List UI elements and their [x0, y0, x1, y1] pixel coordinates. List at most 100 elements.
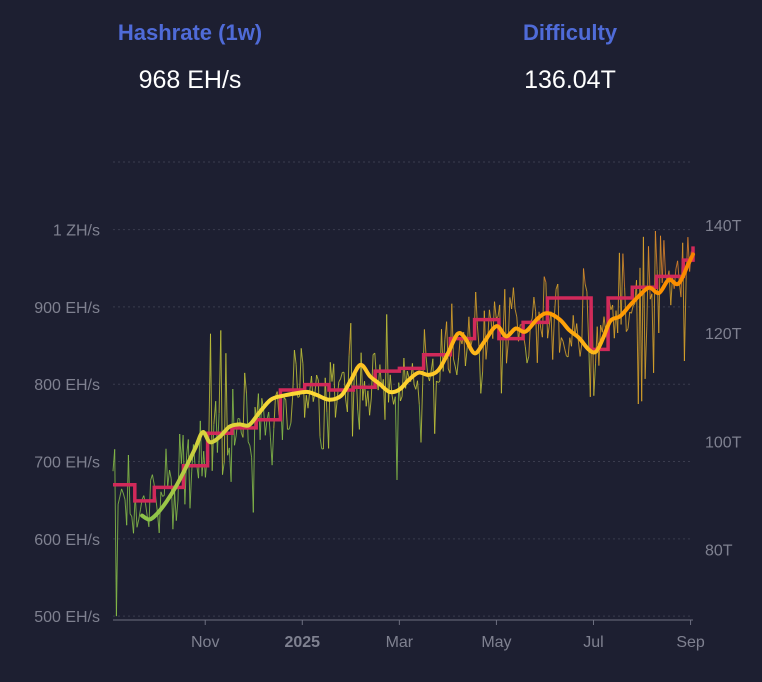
x-tick-label: Jul [583, 634, 603, 651]
x-axis: Nov 2025 Mar May Jul Sep [113, 619, 705, 651]
daily-hashrate-segment [283, 397, 287, 400]
daily-hashrate-segment [290, 397, 294, 423]
daily-hashrate-segment [637, 267, 641, 405]
y-left-tick-label: 600 EH/s [34, 532, 100, 549]
daily-hashrate-segment [648, 246, 651, 300]
daily-hashrate-segment [584, 284, 588, 292]
difficulty-stat: Difficulty 136.04T [440, 18, 700, 95]
hashrate-1w-series [140, 252, 695, 522]
left-axis: 500 EH/s 600 EH/s 700 EH/s 800 EH/s 900 EH/s… [34, 223, 100, 627]
daily-hashrate-segment [155, 498, 158, 513]
daily-hashrate-segment [328, 362, 331, 449]
daily-hashrate-segment [223, 353, 227, 463]
y-left-tick-label: 500 EH/s [34, 609, 100, 626]
daily-hashrate-segment [630, 305, 634, 314]
daily-hashrate-segment [451, 303, 454, 360]
daily-hashrate-segment [627, 312, 631, 329]
daily-hashrate-series [112, 230, 694, 617]
daily-hashrate-segment [136, 519, 140, 528]
daily-hashrate-segment [494, 301, 497, 318]
daily-hashrate-segment [160, 491, 164, 497]
daily-hashrate-segment [401, 357, 405, 397]
daily-hashrate-segment [612, 304, 615, 339]
hashrate-stat: Hashrate (1w) 968 EH/s [60, 18, 320, 95]
daily-hashrate-segment [249, 445, 253, 458]
daily-hashrate-segment [115, 504, 119, 617]
daily-hashrate-segment [343, 372, 347, 400]
daily-hashrate-segment [201, 451, 205, 477]
daily-hashrate-segment [641, 236, 644, 402]
right-axis: 80T 100T 120T 140T [705, 218, 742, 560]
daily-hashrate-segment [334, 400, 338, 418]
x-tick-label: Sep [676, 634, 705, 651]
x-tick-label: 2025 [284, 634, 320, 651]
x-tick-label: Mar [386, 634, 414, 651]
daily-hashrate-segment [458, 337, 461, 358]
daily-hashrate-segment [536, 311, 540, 363]
daily-hashrate-segment [119, 488, 123, 498]
daily-hashrate-segment [601, 316, 605, 333]
daily-hashrate-segment [423, 329, 427, 357]
daily-hashrate-segment [220, 330, 223, 475]
daily-hashrate-segment [222, 462, 225, 475]
daily-hashrate-segment [288, 422, 292, 430]
daily-hashrate-segment [210, 333, 213, 471]
daily-hashrate-segment [399, 396, 403, 402]
daily-hashrate-segment [480, 372, 484, 394]
daily-hashrate-segment [417, 380, 420, 405]
y-left-tick-label: 900 EH/s [34, 300, 100, 317]
daily-hashrate-segment [677, 260, 680, 283]
y-left-tick-label: 700 EH/s [34, 455, 100, 472]
daily-hashrate-segment [384, 314, 388, 420]
daily-hashrate-segment [114, 449, 117, 617]
daily-hashrate-segment [559, 337, 562, 353]
daily-hashrate-segment [189, 471, 193, 509]
daily-hashrate-segment [562, 340, 566, 350]
x-tick-label: May [481, 634, 511, 651]
daily-hashrate-segment [394, 396, 398, 481]
daily-hashrate-segment [543, 276, 547, 283]
daily-hashrate-segment [271, 428, 275, 466]
daily-hashrate-segment [524, 346, 528, 364]
daily-hashrate-segment [579, 343, 583, 357]
daily-hashrate-segment [617, 252, 620, 334]
y-left-tick-label: 1 ZH/s [53, 223, 100, 240]
daily-hashrate-segment [553, 289, 557, 317]
daily-hashrate-segment [316, 374, 319, 381]
difficulty-label: Difficulty [522, 20, 618, 45]
difficulty-series [113, 246, 695, 503]
daily-hashrate-segment [300, 348, 304, 364]
daily-hashrate-segment [145, 503, 148, 516]
daily-hashrate-segment [396, 382, 400, 481]
daily-hashrate-segment [285, 399, 288, 430]
daily-hashrate-segment [338, 378, 342, 383]
daily-hashrate-segment [273, 396, 276, 429]
daily-hashrate-segment [560, 337, 564, 342]
daily-hashrate-segment [453, 358, 456, 367]
daily-hashrate-segment [281, 397, 285, 440]
daily-hashrate-segment [234, 435, 237, 446]
daily-hashrate-segment [174, 491, 177, 521]
daily-hashrate-segment [230, 388, 234, 482]
daily-hashrate-segment [268, 411, 271, 438]
daily-hashrate-segment [264, 419, 268, 436]
daily-hashrate-segment [654, 230, 658, 270]
daily-hashrate-segment [683, 275, 687, 362]
y-right-tick-label: 140T [705, 218, 742, 235]
daily-hashrate-segment [167, 470, 170, 487]
daily-hashrate-segment [446, 321, 449, 370]
daily-hashrate-segment [512, 287, 516, 310]
daily-hashrate-segment [432, 358, 436, 434]
daily-hashrate-segment [138, 509, 141, 520]
daily-hashrate-segment [526, 356, 530, 364]
daily-hashrate-segment [165, 448, 169, 487]
daily-hashrate-segment [478, 347, 482, 394]
daily-hashrate-segment [179, 433, 182, 464]
daily-hashrate-segment [653, 230, 656, 373]
daily-hashrate-segment [172, 491, 176, 530]
daily-hashrate-segment [257, 393, 261, 440]
daily-hashrate-segment [304, 395, 307, 418]
daily-hashrate-segment [311, 375, 314, 402]
daily-hashrate-segment [500, 335, 504, 394]
